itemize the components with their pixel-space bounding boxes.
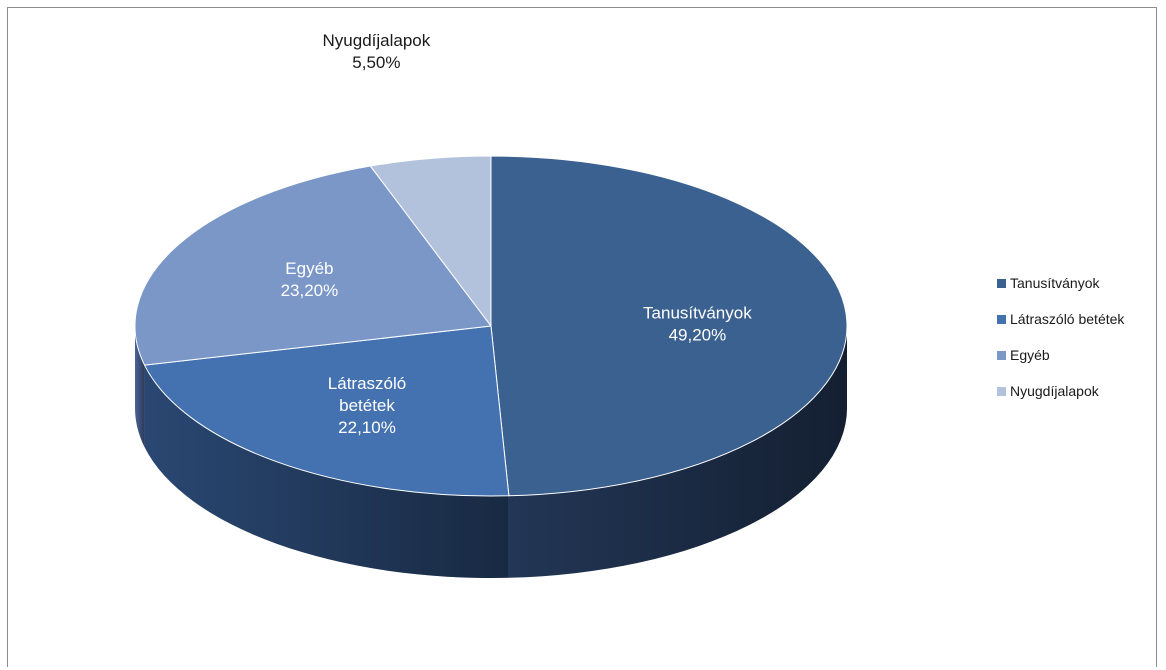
pie-slice-egyeb [134,165,492,366]
data-label-line: Egyéb [285,259,333,278]
data-label-line: betétek [339,396,395,415]
data-label-line: 23,20% [281,281,339,300]
legend-swatch-tanusitvanyok [997,279,1006,288]
data-label-tanusitvanyok: Tanusítványok 49,20% [643,304,752,345]
legend-label-egyeb: Egyéb [1010,347,1050,363]
pie-side-shade-egyeb [135,326,145,448]
data-label-nyugdijalapok: Nyugdíjalapok 5,50% [323,31,431,72]
pie-slice-tanusitvanyok [490,155,848,497]
data-label-line: 5,50% [352,53,400,72]
legend-label-nyugdijalapok: Nyugdíjalapok [1010,383,1100,399]
data-label-egyeb: Egyéb 23,20% [281,259,339,300]
legend: Tanusítványok Látraszóló betétek Egyéb Nyug… [997,275,1125,399]
pie-slice-nyugdijalapok [369,155,492,327]
legend-swatch-nyugdijalapok [997,387,1006,396]
pie-slice-latraszolo-betetek [144,325,510,497]
pie-side-shade-latraszolo-betetek [144,365,509,578]
data-label-line: 22,10% [338,418,396,437]
pie-sides [135,326,848,578]
data-labels: Tanusítványok 49,20% Látraszóló betétek 22,1… [281,31,753,437]
data-label-line: Látraszóló [328,374,406,393]
data-label-line: 49,20% [669,326,727,345]
data-label-line: Nyugdíjalapok [323,31,431,50]
legend-label-latraszolo-betetek: Látraszóló betétek [1010,311,1125,327]
data-label-latraszolo-betetek: Látraszóló betétek 22,10% [328,374,406,437]
legend-label-tanusitvanyok: Tanusítványok [1010,275,1100,291]
legend-swatch-egyeb [997,351,1006,360]
pie-side-shade-tanusitvanyok [508,326,848,578]
data-label-line: Tanusítványok [643,304,752,323]
pie-slices [134,155,848,497]
legend-swatch-latraszolo-betetek [997,315,1006,324]
